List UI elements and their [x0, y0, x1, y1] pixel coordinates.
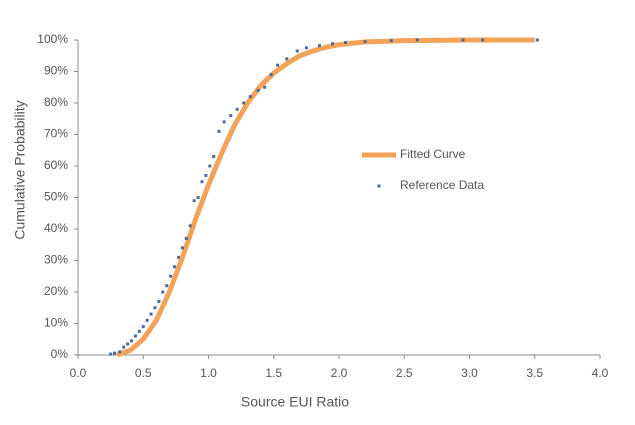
y-tick-label: 60%	[44, 158, 68, 172]
data-point	[285, 57, 289, 61]
x-tick-label: 2.5	[396, 366, 413, 380]
data-point	[149, 312, 153, 316]
x-tick-label: 0.5	[135, 366, 152, 380]
x-tick-label: 0.0	[70, 366, 87, 380]
data-point	[212, 155, 216, 159]
y-tick-label: 0%	[51, 347, 69, 361]
data-point	[176, 255, 180, 259]
data-point	[157, 299, 161, 303]
y-tick-label: 100%	[37, 32, 68, 46]
x-tick-label: 1.0	[200, 366, 217, 380]
data-point	[200, 180, 204, 184]
y-tick-label: 90%	[44, 64, 68, 78]
data-point	[263, 85, 267, 89]
data-point	[242, 101, 246, 105]
data-point	[389, 39, 393, 43]
y-tick-label: 40%	[44, 221, 68, 235]
data-point	[415, 38, 419, 42]
data-point	[126, 342, 130, 346]
data-point	[180, 246, 184, 250]
x-tick-label: 4.0	[592, 366, 609, 380]
data-point	[137, 329, 141, 333]
fitted-curve	[116, 37, 535, 358]
y-tick-label: 50%	[44, 190, 68, 204]
data-point	[118, 350, 122, 354]
data-point	[344, 41, 348, 45]
data-point	[535, 38, 539, 42]
x-tick-label: 3.5	[526, 366, 543, 380]
data-point	[133, 334, 137, 338]
data-point	[188, 224, 192, 228]
data-point	[481, 38, 485, 42]
data-point	[217, 129, 221, 133]
x-tick-label: 3.0	[461, 366, 478, 380]
legend-label: Fitted Curve	[400, 147, 466, 161]
y-axis-label: Cumulative Probability	[12, 100, 28, 239]
data-point	[122, 345, 126, 349]
x-tick-label: 1.5	[265, 366, 282, 380]
data-point	[130, 339, 134, 343]
data-point	[204, 173, 208, 177]
data-point	[229, 114, 233, 118]
data-point	[113, 351, 117, 355]
data-point	[196, 196, 200, 199]
data-point	[235, 107, 239, 111]
data-point	[208, 164, 212, 168]
data-point	[317, 44, 321, 48]
data-point	[276, 63, 280, 67]
data-point	[173, 265, 177, 269]
data-point	[363, 40, 367, 44]
data-point	[461, 38, 465, 42]
y-tick-label: 10%	[44, 316, 68, 330]
data-point	[165, 284, 169, 288]
data-point	[184, 236, 188, 240]
data-point	[153, 306, 157, 310]
data-point	[304, 46, 308, 50]
y-tick-label: 70%	[44, 127, 68, 141]
data-point	[222, 120, 226, 124]
data-point	[109, 352, 113, 356]
legend-swatch	[377, 184, 381, 188]
data-point	[248, 95, 252, 99]
y-tick-label: 80%	[44, 95, 68, 109]
x-tick-label: 2.0	[331, 366, 348, 380]
data-point	[145, 318, 149, 322]
y-tick-label: 20%	[44, 284, 68, 298]
data-point	[295, 49, 299, 53]
data-point	[161, 290, 165, 294]
data-point	[169, 274, 173, 278]
y-tick-label: 30%	[44, 253, 68, 267]
data-point	[256, 88, 260, 92]
x-axis-label: Source EUI Ratio	[241, 394, 349, 410]
data-point	[192, 199, 196, 203]
data-point	[330, 42, 334, 46]
legend-label: Reference Data	[400, 178, 484, 192]
data-point	[269, 73, 273, 77]
data-point	[141, 325, 145, 329]
